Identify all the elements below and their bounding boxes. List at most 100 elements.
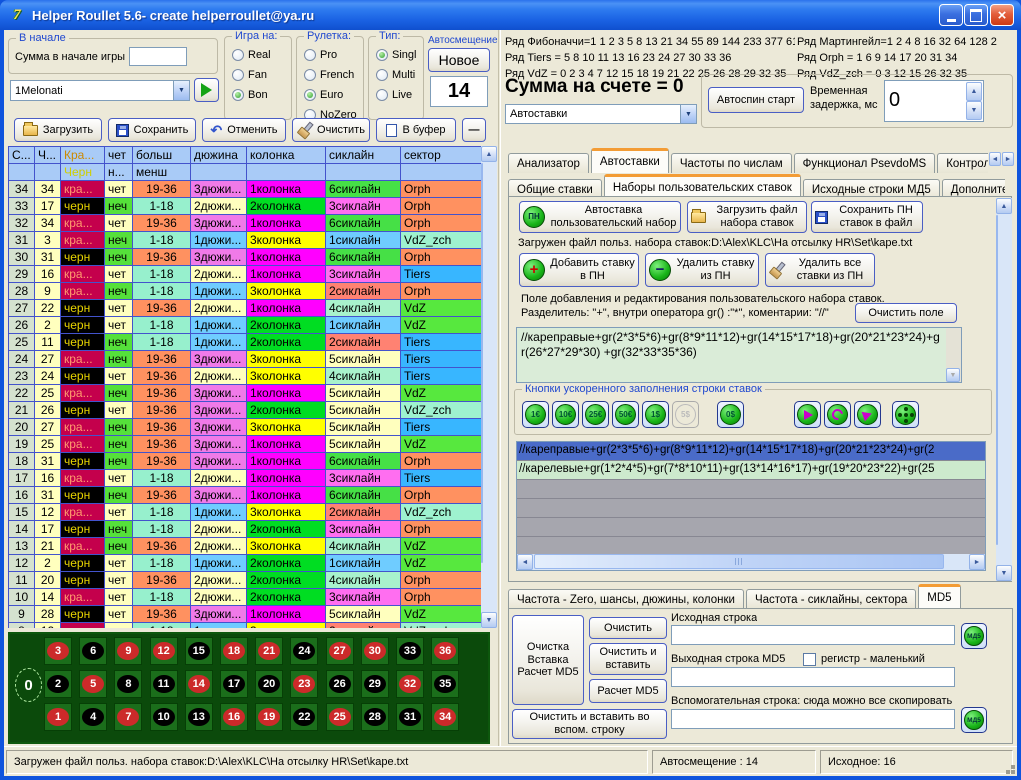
board-cell-15[interactable]: 15 <box>184 637 213 665</box>
save-set-file-button[interactable]: Сохранить ПН ставок в файл <box>811 201 923 233</box>
radio-option-Real[interactable]: Real <box>225 45 291 65</box>
board-cell-11[interactable]: 11 <box>149 670 178 698</box>
quick-play-button[interactable] <box>794 401 821 428</box>
radio-option-French[interactable]: French <box>297 65 363 85</box>
board-cell-4[interactable]: 4 <box>79 703 108 731</box>
clear-field-button[interactable]: Очистить поле <box>855 303 957 323</box>
tab-scroll-left-icon[interactable]: ◄ <box>989 152 1001 166</box>
scroll-right-icon[interactable]: ► <box>969 554 985 570</box>
bet-editor-field[interactable]: //кареправые+gr(2*3*5*6)+gr(8*9*11*12)+g… <box>516 327 962 383</box>
bet-set-row[interactable]: //карелевые+gr(1*2*4*5)+gr(7*8*10*11)+gr… <box>517 461 985 480</box>
board-cell-26[interactable]: 26 <box>325 670 354 698</box>
board-cell-19[interactable]: 19 <box>255 703 284 731</box>
tab-scroll-right-icon[interactable]: ► <box>1002 152 1014 166</box>
tab-Частоты по числам[interactable]: Частоты по числам <box>670 153 792 173</box>
radio-option-Pro[interactable]: Pro <box>297 45 363 65</box>
resize-grip[interactable] <box>1011 770 1015 774</box>
md5-calc-button[interactable]: Расчет MD5 <box>589 679 667 703</box>
md5-clear-button[interactable]: Очистить <box>589 617 667 639</box>
listbox-hscrollbar[interactable]: ◄ ► <box>517 554 985 570</box>
md5-helper-input[interactable] <box>671 709 955 729</box>
board-cell-25[interactable]: 25 <box>325 703 354 731</box>
board-cell-7[interactable]: 7 <box>114 703 143 731</box>
board-cell-36[interactable]: 36 <box>431 637 460 665</box>
close-button[interactable]: × <box>990 4 1014 26</box>
clear-button[interactable]: Очистить <box>292 118 370 142</box>
board-cell-21[interactable]: 21 <box>255 637 284 665</box>
copy-to-buffer-button[interactable]: В буфер <box>376 118 456 142</box>
board-cell-18[interactable]: 18 <box>220 637 248 665</box>
quick-10€-button[interactable]: 10€ <box>552 401 579 428</box>
radio-option-Fan[interactable]: Fan <box>225 65 291 85</box>
radio-option-Singl[interactable]: Singl <box>369 45 423 65</box>
board-cell-27[interactable]: 27 <box>325 637 354 665</box>
board-cell-1[interactable]: 1 <box>44 703 72 731</box>
board-cell-12[interactable]: 12 <box>149 637 178 665</box>
quick-25€-button[interactable]: 25€ <box>582 401 609 428</box>
quick-pointer-button[interactable] <box>854 401 881 428</box>
tab-Автоставки[interactable]: Автоставки <box>590 148 669 173</box>
quick-1$-button[interactable]: 1$ <box>642 401 669 428</box>
board-cell-10[interactable]: 10 <box>149 703 178 731</box>
load-button[interactable]: Загрузить <box>14 118 102 142</box>
board-cell-35[interactable]: 35 <box>431 670 460 698</box>
collapse-button[interactable]: — <box>462 118 486 142</box>
tab-Общие ставки[interactable]: Общие ставки <box>508 179 602 198</box>
board-cell-24[interactable]: 24 <box>290 637 319 665</box>
board-cell-28[interactable]: 28 <box>360 703 389 731</box>
load-set-file-button[interactable]: Загрузить файл набора ставок <box>687 201 807 233</box>
new-shift-button[interactable]: Новое <box>428 48 490 72</box>
register-checkbox[interactable] <box>803 653 816 666</box>
board-cell-16[interactable]: 16 <box>220 703 248 731</box>
delete-bet-button[interactable]: − Удалить ставку из ПН <box>645 253 759 287</box>
delete-all-bets-button[interactable]: Удалить все ставки из ПН <box>765 253 875 287</box>
board-cell-8[interactable]: 8 <box>114 670 143 698</box>
autoset-user-button[interactable]: ПН Автоставка пользовательский набор <box>519 201 681 233</box>
tab-Частота - Zero, шансы, дюжины, колонки[interactable]: Частота - Zero, шансы, дюжины, колонки <box>508 589 744 608</box>
bet-sets-listbox[interactable]: //кареправые+gr(2*3*5*6)+gr(8*9*11*12)+g… <box>516 441 986 571</box>
bet-set-row[interactable]: //кареправые+gr(2*3*5*6)+gr(8*9*11*12)+g… <box>517 442 985 461</box>
board-cell-20[interactable]: 20 <box>255 670 284 698</box>
tab-MD5[interactable]: MD5 <box>918 584 961 608</box>
table-scrollbar-thumb[interactable] <box>481 163 483 563</box>
board-cell-31[interactable]: 31 <box>396 703 424 731</box>
scroll-up-icon[interactable]: ▲ <box>996 198 1012 214</box>
board-cell-33[interactable]: 33 <box>396 637 424 665</box>
editor-scrollbar[interactable]: ▼ <box>946 328 961 382</box>
autospin-start-button[interactable]: Автоспин старт <box>708 87 804 113</box>
mode-combobox[interactable]: Автоставки ▼ <box>505 104 697 124</box>
run-profile-button[interactable] <box>194 78 219 102</box>
panel-scrollbar-thumb[interactable] <box>996 215 998 545</box>
board-cell-22[interactable]: 22 <box>290 703 319 731</box>
md5-clear-paste-button[interactable]: Очистить и вставить <box>589 643 667 675</box>
scroll-left-icon[interactable]: ◄ <box>517 554 533 570</box>
board-cell-29[interactable]: 29 <box>360 670 389 698</box>
board-cell-17[interactable]: 17 <box>220 670 248 698</box>
md5-out-input[interactable] <box>671 667 955 687</box>
scroll-down-icon[interactable]: ▼ <box>996 565 1012 581</box>
quick-dice-button[interactable] <box>892 401 919 428</box>
board-cell-30[interactable]: 30 <box>360 637 389 665</box>
hscroll-thumb[interactable] <box>534 554 944 569</box>
board-cell-6[interactable]: 6 <box>79 637 108 665</box>
tab-Контроль банкро[interactable]: Контроль банкро <box>937 153 988 173</box>
table-scrollbar[interactable]: ▲ ▼ <box>481 146 497 628</box>
minimize-button[interactable] <box>939 4 963 26</box>
undo-button[interactable]: ↶ Отменить <box>202 118 286 142</box>
board-cell-32[interactable]: 32 <box>396 670 424 698</box>
quick-1€-button[interactable]: 1€ <box>522 401 549 428</box>
md5-helper-run-button[interactable]: МД5 <box>961 707 987 733</box>
quick-0$-button[interactable]: 0$ <box>717 401 744 428</box>
radio-option-Live[interactable]: Live <box>369 85 423 105</box>
board-cell-9[interactable]: 9 <box>114 637 143 665</box>
tab-Исходные строки МД5[interactable]: Исходные строки МД5 <box>802 179 940 198</box>
radio-option-Euro[interactable]: Euro <box>297 85 363 105</box>
board-cell-14[interactable]: 14 <box>184 670 213 698</box>
md5-source-input[interactable] <box>671 625 955 645</box>
board-cell-23[interactable]: 23 <box>290 670 319 698</box>
save-button[interactable]: Сохранить <box>108 118 196 142</box>
tab-Анализатор[interactable]: Анализатор <box>508 153 589 173</box>
md5-clear-paste-helper-button[interactable]: Очистить и вставить во вспом. строку <box>512 709 667 739</box>
tab-Функционал PsevdoMS[interactable]: Функционал PsevdoMS <box>793 153 936 173</box>
tab-Дополнитель[interactable]: Дополнитель <box>941 179 1005 198</box>
